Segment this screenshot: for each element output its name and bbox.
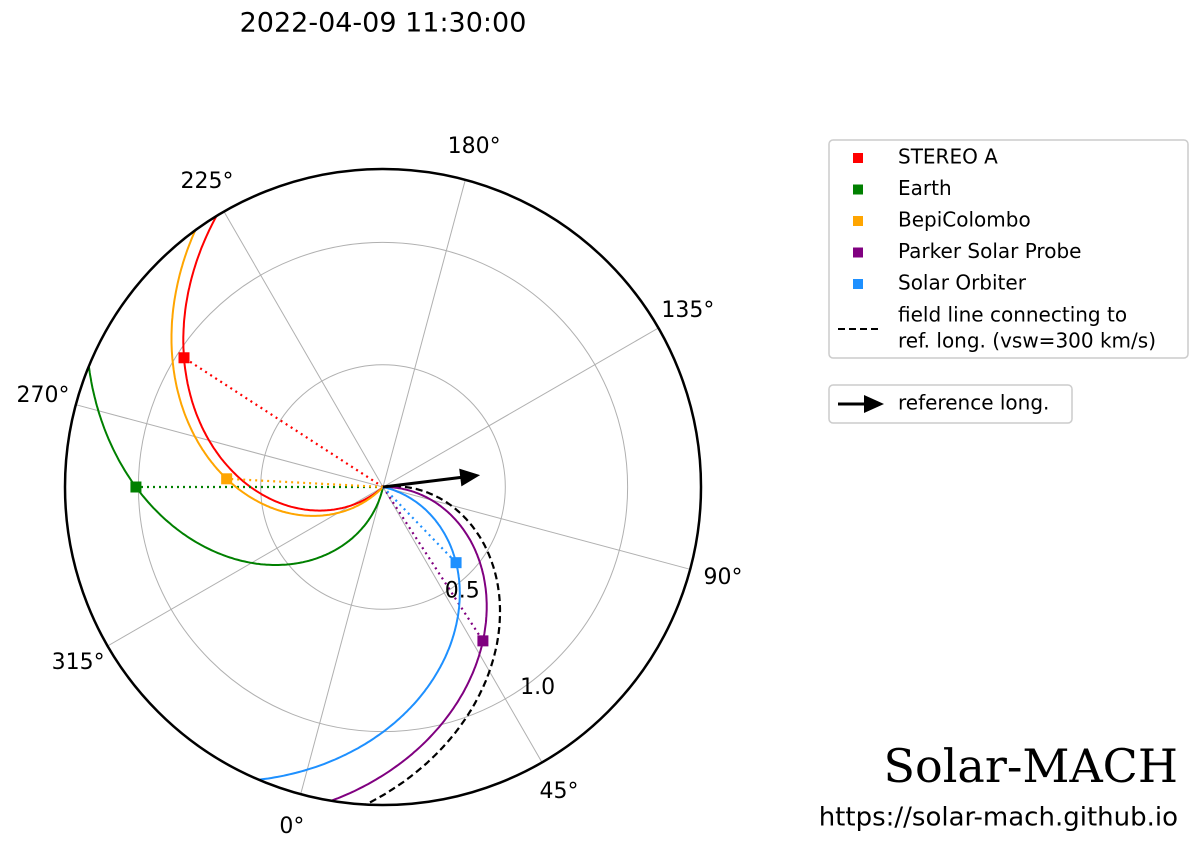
field-line	[87, 366, 384, 566]
legend-marker	[853, 153, 863, 163]
legend-marker	[853, 247, 863, 258]
radial-line	[183, 356, 384, 488]
watermark: Solar-MACH	[883, 739, 1178, 793]
legend-label: reference long.	[898, 391, 1049, 415]
reference-arrow-head	[459, 468, 481, 487]
theta-tick-label: 270°	[16, 383, 69, 408]
theta-grid-line	[382, 486, 543, 763]
legend-label: field line connecting to	[898, 303, 1127, 327]
reference-field-line	[365, 485, 502, 806]
legend-box	[828, 139, 1189, 359]
radial-line	[382, 486, 457, 564]
url: https://solar-mach.github.io	[819, 803, 1178, 833]
theta-tick-label: 45°	[540, 779, 579, 804]
theta-tick-label: 90°	[704, 565, 743, 590]
r-grid-line	[260, 364, 506, 610]
legend-label: BepiColombo	[898, 208, 1031, 232]
theta-tick-label: 135°	[661, 298, 714, 323]
reference-arrow	[382, 475, 467, 489]
legend-label: STEREO A	[898, 145, 998, 169]
r-tick-label: 1.0	[520, 675, 555, 700]
theta-grid-line	[382, 179, 466, 488]
legend-marker	[853, 216, 863, 226]
marker	[221, 473, 233, 485]
marker	[450, 557, 462, 569]
marker	[178, 352, 190, 364]
field-line	[258, 486, 461, 781]
reference-legend-box	[828, 384, 1073, 424]
theta-grid-line	[223, 211, 384, 488]
theta-tick-label: 225°	[181, 169, 234, 194]
field-line	[182, 215, 384, 512]
legend-marker	[853, 279, 863, 289]
legend-label: ref. long. (vsw=300 km/s)	[898, 329, 1156, 353]
legend-label: Earth	[898, 176, 952, 200]
theta-tick-label: 0°	[279, 814, 304, 839]
chart-title: 2022-04-09 11:30:00	[240, 8, 527, 39]
marker	[130, 481, 142, 493]
theta-grid-line	[300, 486, 384, 795]
theta-tick-label: 180°	[448, 134, 501, 159]
plot-area	[63, 167, 703, 807]
r-tick-label: 0.5	[445, 578, 480, 603]
field-line	[330, 486, 488, 802]
legend-label: Parker Solar Probe	[898, 239, 1081, 263]
theta-grid-line	[75, 404, 384, 488]
marker	[477, 635, 489, 647]
field-line	[170, 229, 384, 517]
legend-label: Solar Orbiter	[898, 271, 1027, 295]
radial-line	[226, 477, 384, 489]
polar-frame	[63, 167, 703, 807]
legend-arrow-head	[864, 395, 884, 413]
theta-grid-line	[107, 486, 384, 647]
legend-marker	[853, 184, 863, 195]
theta-tick-label: 315°	[52, 650, 105, 675]
theta-grid-line	[382, 327, 659, 488]
radial-line	[382, 486, 484, 642]
